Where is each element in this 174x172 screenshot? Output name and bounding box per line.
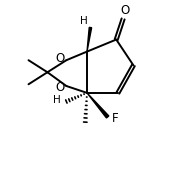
Polygon shape <box>87 93 109 118</box>
Text: H: H <box>80 16 88 26</box>
Text: H: H <box>53 95 61 105</box>
Text: O: O <box>120 4 129 17</box>
Text: O: O <box>55 81 65 94</box>
Polygon shape <box>87 27 92 52</box>
Text: O: O <box>55 52 65 65</box>
Text: F: F <box>112 112 118 125</box>
